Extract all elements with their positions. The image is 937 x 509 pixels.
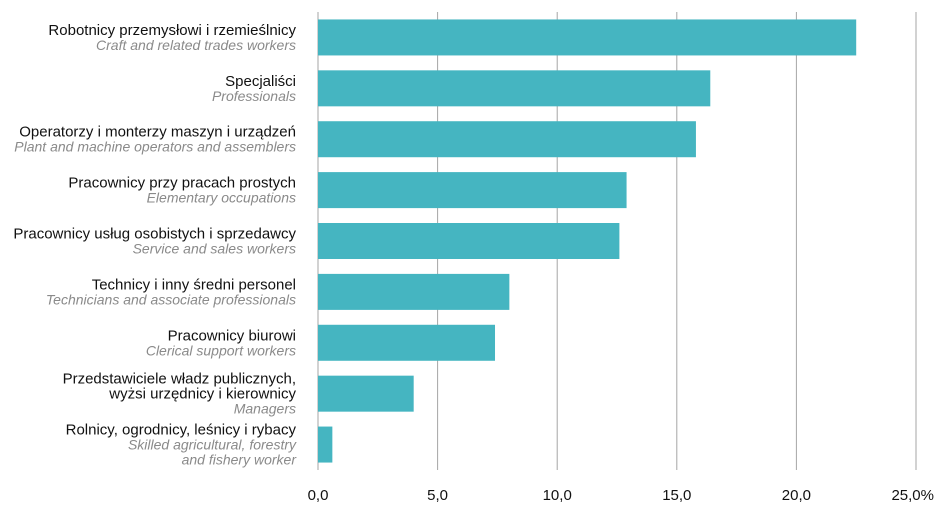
x-tick-label-5: 25,0% bbox=[891, 487, 934, 504]
x-tick-label-2: 10,0 bbox=[543, 487, 572, 504]
bar-4 bbox=[318, 223, 620, 259]
bar-1 bbox=[318, 70, 711, 107]
bar-8 bbox=[318, 426, 333, 463]
category-label-6: Pracownicy biurowi Clerical support worke… bbox=[146, 327, 296, 358]
x-tick-label-1: 5,0 bbox=[427, 487, 448, 504]
category-label-2: Operatorzy i monterzy maszyn i urządzeń P… bbox=[14, 124, 296, 155]
x-tick-label-3: 15,0 bbox=[662, 487, 691, 504]
bar-7 bbox=[318, 375, 414, 412]
bar-3 bbox=[318, 172, 627, 209]
category-label-0: Robotnicy przemysłowi i rzemieślnicy Craf… bbox=[48, 22, 296, 53]
bar-5 bbox=[318, 273, 510, 310]
bar-2 bbox=[318, 121, 696, 158]
category-label-1: Specjaliści Professionals bbox=[212, 73, 296, 104]
bars bbox=[318, 19, 857, 463]
category-label-7: Przedstawiciele władz publicznych, wyżsi … bbox=[63, 371, 297, 417]
x-tick-label-4: 20,0 bbox=[782, 487, 811, 504]
category-label-4: Pracownicy usług osobistych i sprzedawcy… bbox=[13, 226, 296, 257]
bar-6 bbox=[318, 324, 496, 361]
x-axis-tick-labels: 0,0 5,0 10,0 15,0 20,0 25,0% bbox=[308, 487, 934, 504]
category-labels: Robotnicy przemysłowi i rzemieślnicy Craf… bbox=[13, 22, 297, 468]
category-label-3: Pracownicy przy pracach prostych Elementa… bbox=[68, 175, 296, 206]
category-label-8: Rolnicy, ogrodnicy, leśnicy i rybacy Skil… bbox=[66, 422, 298, 468]
bar-0 bbox=[318, 19, 857, 56]
x-tick-label-0: 0,0 bbox=[308, 487, 329, 504]
category-label-5: Technicy i inny średni personel Technicia… bbox=[46, 276, 296, 307]
